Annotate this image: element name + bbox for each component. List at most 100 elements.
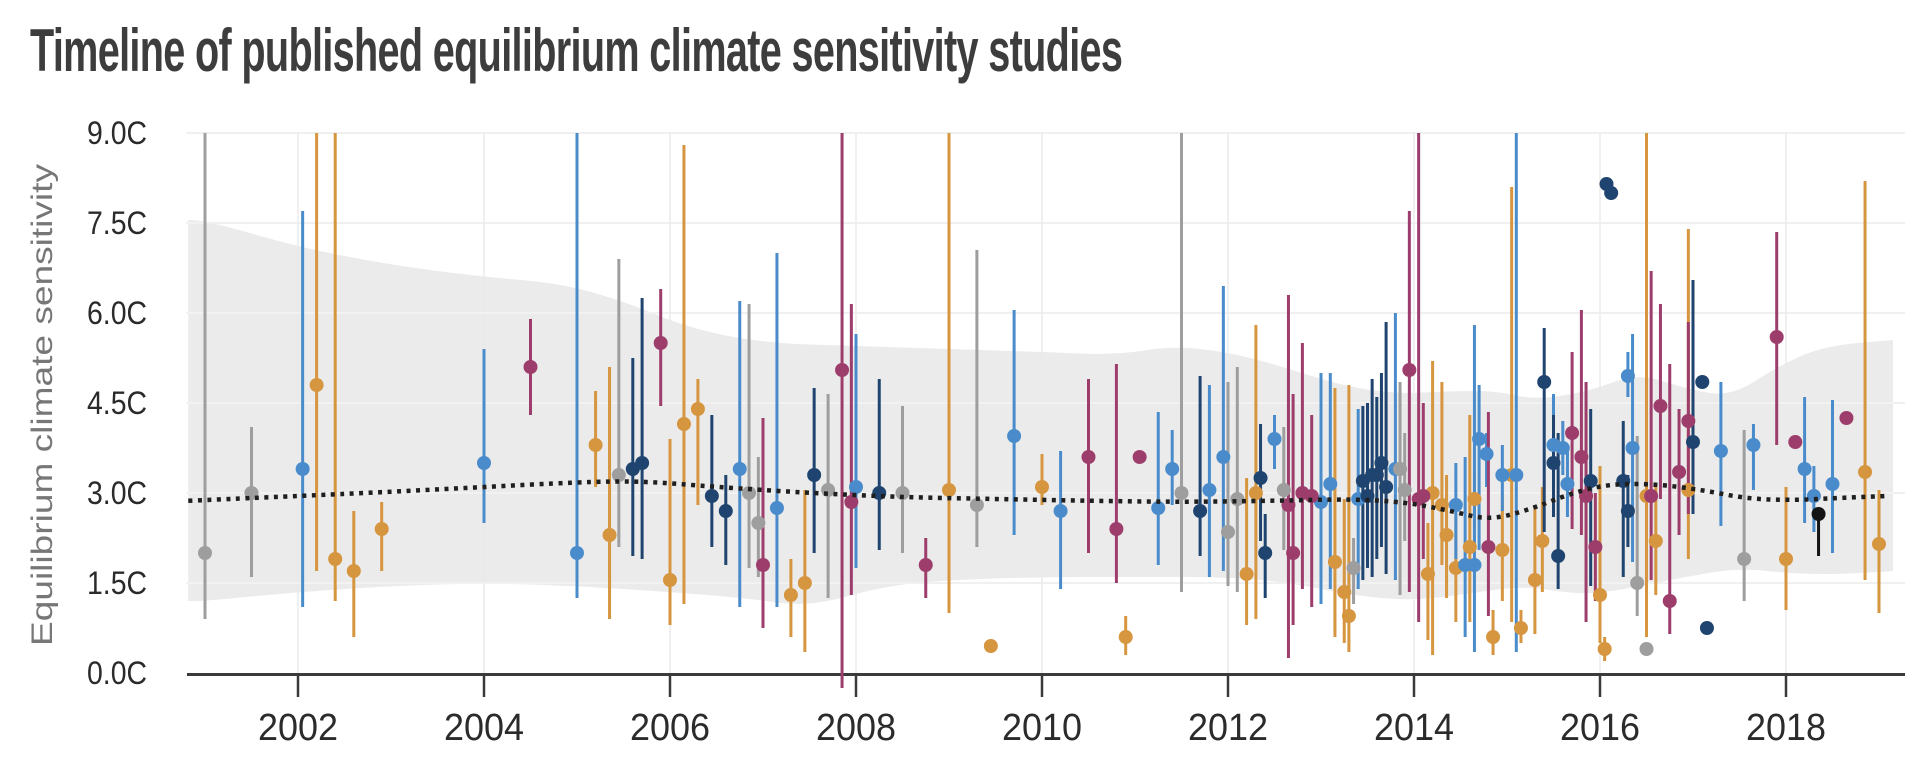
data-point-blue-studies[interactable] xyxy=(1467,558,1482,572)
data-point-blue-studies[interactable] xyxy=(1053,504,1068,518)
data-point-maroon-studies[interactable] xyxy=(756,558,770,572)
data-point-blue-studies[interactable] xyxy=(1472,432,1487,446)
data-point-orange-studies[interactable] xyxy=(1593,588,1607,602)
data-point-orange-studies[interactable] xyxy=(797,576,812,590)
data-point-navy-studies[interactable] xyxy=(1699,621,1714,635)
data-point-navy-studies[interactable] xyxy=(1374,456,1389,470)
data-point-navy-studies[interactable] xyxy=(635,456,650,470)
data-point-orange-studies[interactable] xyxy=(1486,630,1501,644)
data-point-blue-studies[interactable] xyxy=(1448,498,1463,512)
data-point-navy-studies[interactable] xyxy=(704,489,719,503)
data-point-orange-studies[interactable] xyxy=(588,438,603,452)
data-point-blue-studies[interactable] xyxy=(769,501,784,515)
data-point-gray-studies[interactable] xyxy=(1221,525,1235,539)
data-point-blue-studies[interactable] xyxy=(1806,489,1821,503)
data-point-maroon-studies[interactable] xyxy=(1839,411,1854,425)
data-point-orange-studies[interactable] xyxy=(1648,534,1663,548)
data-point-gray-studies[interactable] xyxy=(1393,462,1408,476)
data-point-maroon-studies[interactable] xyxy=(918,558,933,572)
data-point-orange-studies[interactable] xyxy=(1513,621,1528,635)
data-point-navy-studies[interactable] xyxy=(807,468,822,482)
data-point-navy-studies[interactable] xyxy=(1360,489,1375,503)
data-point-gray-studies[interactable] xyxy=(821,483,836,497)
data-point-maroon-studies[interactable] xyxy=(1565,426,1580,440)
data-point-orange-studies[interactable] xyxy=(676,417,691,431)
data-point-maroon-studies[interactable] xyxy=(653,336,668,350)
data-point-navy-studies[interactable] xyxy=(1379,480,1394,494)
data-point-navy-studies[interactable] xyxy=(1546,456,1561,470)
data-point-blue-studies[interactable] xyxy=(1509,468,1524,482)
data-point-orange-studies[interactable] xyxy=(1858,465,1873,479)
data-point-black-studies[interactable] xyxy=(1811,507,1826,521)
data-point-gray-studies[interactable] xyxy=(969,498,984,512)
data-point-maroon-studies[interactable] xyxy=(1402,363,1417,377)
data-point-maroon-studies[interactable] xyxy=(1788,435,1803,449)
data-point-navy-studies[interactable] xyxy=(718,504,733,518)
data-point-gray-studies[interactable] xyxy=(751,516,766,530)
data-point-gray-studies[interactable] xyxy=(895,486,910,500)
data-point-gray-studies[interactable] xyxy=(1397,483,1412,497)
data-point-maroon-studies[interactable] xyxy=(523,360,538,374)
data-point-blue-studies[interactable] xyxy=(1620,369,1635,383)
data-point-blue-studies[interactable] xyxy=(732,462,747,476)
data-point-blue-studies[interactable] xyxy=(1495,468,1510,482)
data-point-maroon-studies[interactable] xyxy=(1644,489,1659,503)
data-point-orange-studies[interactable] xyxy=(1462,540,1477,554)
data-point-orange-studies[interactable] xyxy=(1327,555,1342,569)
data-point-blue-studies[interactable] xyxy=(1151,501,1166,515)
data-point-navy-studies[interactable] xyxy=(1537,375,1552,389)
data-point-navy-studies[interactable] xyxy=(1620,504,1635,518)
data-point-navy-studies[interactable] xyxy=(1686,435,1700,449)
data-point-blue-studies[interactable] xyxy=(1267,432,1282,446)
data-point-orange-studies[interactable] xyxy=(1035,480,1049,494)
data-point-maroon-studies[interactable] xyxy=(1109,522,1124,536)
data-point-blue-studies[interactable] xyxy=(1746,438,1761,452)
data-point-navy-studies[interactable] xyxy=(1369,468,1384,482)
data-point-orange-studies[interactable] xyxy=(1337,585,1352,599)
data-point-orange-studies[interactable] xyxy=(374,522,389,536)
data-point-orange-studies[interactable] xyxy=(1872,537,1886,551)
data-point-orange-studies[interactable] xyxy=(1239,567,1254,581)
data-point-gray-studies[interactable] xyxy=(611,468,626,482)
data-point-orange-studies[interactable] xyxy=(1439,528,1454,542)
data-point-blue-studies[interactable] xyxy=(849,480,863,494)
data-point-orange-studies[interactable] xyxy=(1535,534,1550,548)
data-point-maroon-studies[interactable] xyxy=(1653,399,1668,413)
data-point-blue-studies[interactable] xyxy=(1216,450,1231,464)
data-point-gray-studies[interactable] xyxy=(742,486,757,500)
data-point-maroon-studies[interactable] xyxy=(1132,450,1147,464)
data-point-navy-studies[interactable] xyxy=(1583,474,1598,488)
data-point-gray-studies[interactable] xyxy=(1174,486,1189,500)
data-point-maroon-studies[interactable] xyxy=(1681,414,1696,428)
data-point-orange-studies[interactable] xyxy=(346,564,361,578)
data-point-maroon-studies[interactable] xyxy=(1416,489,1431,503)
data-point-maroon-studies[interactable] xyxy=(844,495,859,509)
data-point-blue-studies[interactable] xyxy=(1479,447,1494,461)
data-point-maroon-studies[interactable] xyxy=(1481,540,1496,554)
data-point-maroon-studies[interactable] xyxy=(1769,330,1784,344)
data-point-blue-studies[interactable] xyxy=(295,462,310,476)
data-point-blue-studies[interactable] xyxy=(1713,444,1728,458)
data-point-orange-studies[interactable] xyxy=(1341,609,1356,623)
data-point-orange-studies[interactable] xyxy=(690,402,705,416)
data-point-navy-studies[interactable] xyxy=(1193,504,1208,518)
data-point-orange-studies[interactable] xyxy=(602,528,617,542)
data-point-orange-studies[interactable] xyxy=(1597,642,1612,656)
data-point-blue-studies[interactable] xyxy=(1007,429,1022,443)
data-point-maroon-studies[interactable] xyxy=(835,363,850,377)
data-point-orange-studies[interactable] xyxy=(1467,492,1482,506)
data-point-maroon-studies[interactable] xyxy=(1672,465,1687,479)
data-point-blue-studies[interactable] xyxy=(1825,477,1840,491)
data-point-orange-studies[interactable] xyxy=(663,573,677,587)
data-point-blue-studies[interactable] xyxy=(1323,477,1338,491)
data-point-gray-studies[interactable] xyxy=(1639,642,1654,656)
data-point-orange-studies[interactable] xyxy=(1779,552,1793,566)
data-point-navy-studies[interactable] xyxy=(1551,549,1566,563)
data-point-orange-studies[interactable] xyxy=(1118,630,1133,644)
data-point-orange-studies[interactable] xyxy=(1495,543,1510,557)
data-point-blue-studies[interactable] xyxy=(477,456,491,470)
data-point-orange-studies[interactable] xyxy=(983,639,998,653)
data-point-orange-studies[interactable] xyxy=(942,483,956,497)
data-point-maroon-studies[interactable] xyxy=(1588,540,1603,554)
data-point-gray-studies[interactable] xyxy=(1737,552,1752,566)
